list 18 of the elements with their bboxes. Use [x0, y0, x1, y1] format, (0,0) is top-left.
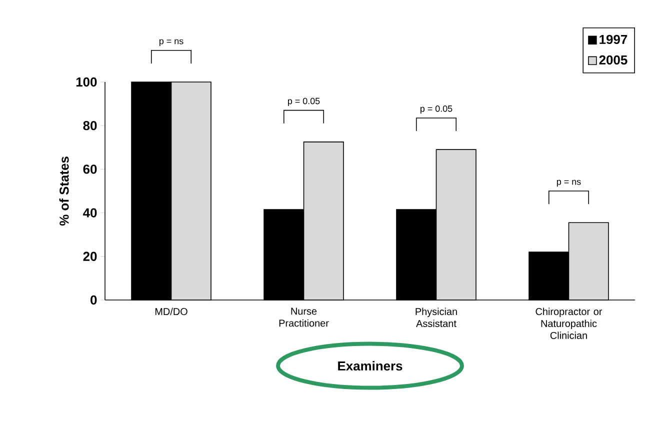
y-tick-label: 40 [83, 208, 97, 218]
legend-label: 1997 [600, 34, 628, 44]
annotation: p = ns [556, 180, 581, 187]
text: p = ns [159, 39, 184, 46]
x-axis-title: Examiners [338, 361, 402, 371]
y-tick-label: 60 [83, 164, 97, 174]
x-tick-label: Chiropractor or Naturopathic Clinician [536, 308, 602, 339]
annotation: p = 0.05 [420, 105, 452, 114]
y-tick-label: 0 [90, 295, 97, 305]
y-tick-label: 80 [83, 121, 97, 130]
x-tick-label: Physician Assistant [416, 308, 457, 328]
y-tick-label: 100 [76, 77, 97, 87]
y-axis-title: % of States [59, 156, 69, 226]
x-tick-label: Nurse Practitioner [279, 308, 329, 327]
x-tick-label: MD/DO [155, 308, 188, 316]
y-tick-label: 20 [83, 252, 97, 261]
annotation: p = 0.05 [288, 98, 320, 106]
legend-label: 2005 [599, 55, 628, 65]
